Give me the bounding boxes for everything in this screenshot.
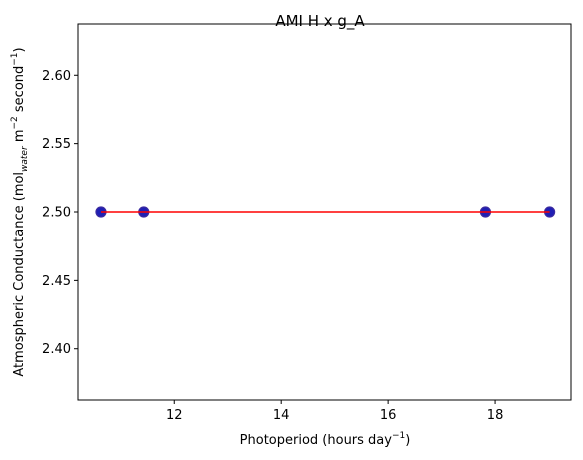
x-tick-label: 14 <box>273 408 290 423</box>
x-axis-label: Photoperiod (hours day−1) <box>240 431 411 448</box>
x-tick-label: 12 <box>166 408 183 423</box>
data-marks <box>95 206 556 218</box>
x-axis: 12 14 16 18 <box>166 400 503 423</box>
y-tick-label: 2.50 <box>42 206 71 221</box>
y-tick-label: 2.45 <box>42 274 71 289</box>
y-axis-label: Atmospheric Conductance (molwater m−2 se… <box>10 47 30 376</box>
y-tick-label: 2.40 <box>42 342 71 357</box>
x-tick-label: 16 <box>380 408 397 423</box>
y-tick-label: 2.55 <box>42 137 71 152</box>
y-tick-label: 2.60 <box>42 69 71 84</box>
y-axis: 2.40 2.45 2.50 2.55 2.60 <box>42 69 78 357</box>
x-tick-label: 18 <box>487 408 504 423</box>
chart-title: AMI H x g_A <box>275 12 365 31</box>
